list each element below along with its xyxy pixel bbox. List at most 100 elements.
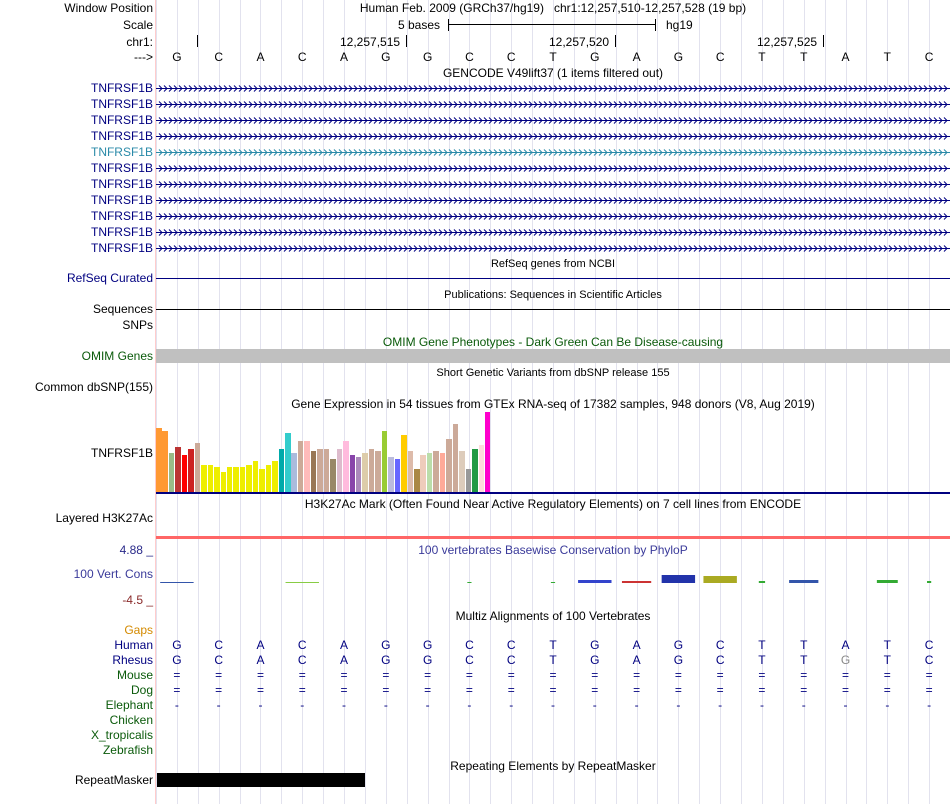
gtex-tissue-bar[interactable] <box>168 453 175 492</box>
gtex-tissue-bar[interactable] <box>484 412 491 492</box>
gtex-tissue-bar[interactable] <box>401 434 407 492</box>
gtex-tissue-bar[interactable] <box>246 465 252 492</box>
gencode-gene-label[interactable]: TNFRSF1B <box>90 113 153 127</box>
dbsnp-title[interactable]: Short Genetic Variants from dbSNP releas… <box>436 367 670 379</box>
gtex-tissue-bar[interactable] <box>297 440 304 492</box>
gtex-tissue-bar[interactable] <box>362 453 368 492</box>
phylop-label[interactable]: 100 Vert. Cons <box>73 567 153 581</box>
refseq-title[interactable]: RefSeq genes from NCBI <box>490 258 616 270</box>
gtex-tissue-bar[interactable] <box>394 459 401 492</box>
phylop-mark <box>578 580 612 583</box>
gencode-gene-label[interactable]: TNFRSF1B <box>90 81 153 95</box>
multiz-species-label[interactable]: Rhesus <box>112 653 153 667</box>
snps-label[interactable]: SNPs <box>122 318 153 332</box>
ruler[interactable]: 12,257,515 12,257,520 12,257,525 <box>156 33 950 49</box>
h3k27ac-signal[interactable] <box>156 536 950 539</box>
gencode-gene-label[interactable]: TNFRSF1B <box>90 129 153 143</box>
gtex-tissue-bar[interactable] <box>188 448 194 492</box>
multiz-species-label[interactable]: Zebrafish <box>102 743 153 757</box>
gtex-tissue-bar[interactable] <box>291 453 297 492</box>
gtex-tissue-bar[interactable] <box>381 430 388 492</box>
multiz-species-label[interactable]: Chicken <box>109 713 153 727</box>
gtex-tissue-bar[interactable] <box>323 448 330 492</box>
gtex-tissue-bar[interactable] <box>407 451 414 492</box>
multiz-species-label[interactable]: X_tropicalis <box>90 728 153 742</box>
gtex-tissue-bar[interactable] <box>472 448 478 492</box>
gencode-title[interactable]: GENCODE V49lift37 (1 items filtered out) <box>442 66 664 80</box>
gencode-gene-label[interactable]: TNFRSF1B <box>90 241 153 255</box>
gtex-tissue-bar[interactable] <box>272 461 278 492</box>
gtex-tissue-bar[interactable] <box>433 451 439 492</box>
gtex-tissue-bar[interactable] <box>175 446 181 492</box>
gtex-tissue-bar[interactable] <box>414 469 420 492</box>
gencode-gene-label[interactable]: TNFRSF1B <box>90 177 153 191</box>
multiz-species-label[interactable]: Dog <box>130 683 153 697</box>
dbsnp-label[interactable]: Common dbSNP(155) <box>34 380 153 394</box>
gtex-tissue-bar[interactable] <box>239 467 246 492</box>
omim-title[interactable]: OMIM Gene Phenotypes - Dark Green Can Be… <box>382 335 724 349</box>
gtex-tissue-bar[interactable] <box>259 469 265 492</box>
gtex-tissue-bar[interactable] <box>368 448 375 492</box>
gtex-tissue-bar[interactable] <box>304 440 310 492</box>
gtex-tissue-bar[interactable] <box>452 424 459 492</box>
gtex-tissue-bar[interactable] <box>478 444 484 492</box>
gtex-tissue-bar[interactable] <box>252 461 259 492</box>
phylop-logo[interactable] <box>156 556 950 606</box>
repeatmasker-block[interactable] <box>157 773 365 787</box>
gtex-tissue-bar[interactable] <box>336 448 343 492</box>
gtex-tissue-bar[interactable] <box>201 465 207 492</box>
gtex-label[interactable]: TNFRSF1B <box>90 446 153 460</box>
gencode-gene-label[interactable]: TNFRSF1B <box>90 225 153 239</box>
gtex-tissue-bar[interactable] <box>156 428 162 492</box>
repeatmasker-title[interactable]: Repeating Elements by RepeatMasker <box>450 759 656 773</box>
gencode-gene-label[interactable]: TNFRSF1B <box>90 161 153 175</box>
gaps-label[interactable]: Gaps <box>124 623 153 637</box>
multiz-title[interactable]: Multiz Alignments of 100 Vertebrates <box>455 609 651 623</box>
publications-label[interactable]: Sequences <box>92 302 153 316</box>
gtex-tissue-bar[interactable] <box>420 455 426 492</box>
gtex-tissue-bar[interactable] <box>265 465 272 492</box>
gtex-tissue-bar[interactable] <box>355 457 362 492</box>
multiz-species-label[interactable]: Human <box>114 638 153 652</box>
multiz-species-label[interactable]: Elephant <box>105 698 153 712</box>
gencode-gene-label[interactable]: TNFRSF1B <box>90 97 153 111</box>
position-text[interactable]: chr1:12,257,510-12,257,528 (19 bp) <box>553 1 747 15</box>
repeatmasker-label[interactable]: RepeatMasker <box>74 773 153 787</box>
h3k27ac-title[interactable]: H3K27Ac Mark (Often Found Near Active Re… <box>304 497 802 511</box>
gtex-tissue-bar[interactable] <box>349 455 355 492</box>
publications-title[interactable]: Publications: Sequences in Scientific Ar… <box>444 289 662 301</box>
gtex-chart[interactable] <box>156 410 950 494</box>
gtex-tissue-bar[interactable] <box>181 455 188 492</box>
phylop-title[interactable]: 100 vertebrates Basewise Conservation by… <box>418 543 688 557</box>
base-letter: G <box>422 50 433 64</box>
gtex-tissue-bar[interactable] <box>439 453 446 492</box>
gtex-tissue-bar[interactable] <box>162 430 168 492</box>
gtex-tissue-bar[interactable] <box>330 459 336 492</box>
gtex-tissue-bar[interactable] <box>310 451 317 492</box>
gtex-tissue-bar[interactable] <box>226 467 233 492</box>
gencode-gene-label[interactable]: TNFRSF1B <box>90 145 153 159</box>
gtex-tissue-bar[interactable] <box>214 467 220 492</box>
gtex-tissue-bar[interactable] <box>220 471 226 492</box>
gtex-tissue-bar[interactable] <box>233 467 239 492</box>
gtex-tissue-bar[interactable] <box>278 448 285 492</box>
gtex-tissue-bar[interactable] <box>446 438 452 492</box>
multiz-species-label[interactable]: Mouse <box>116 668 153 682</box>
h3k27ac-label[interactable]: Layered H3K27Ac <box>55 511 153 525</box>
gtex-tissue-bar[interactable] <box>426 453 433 492</box>
gtex-tissue-bar[interactable] <box>207 465 214 492</box>
gtex-tissue-bar[interactable] <box>459 451 465 492</box>
gtex-tissue-bar[interactable] <box>465 469 472 492</box>
omim-label[interactable]: OMIM Genes <box>81 349 153 363</box>
gtex-tissue-bar[interactable] <box>194 442 201 492</box>
gencode-gene-label[interactable]: TNFRSF1B <box>90 193 153 207</box>
gtex-tissue-bar[interactable] <box>375 451 381 492</box>
gencode-gene-label[interactable]: TNFRSF1B <box>90 209 153 223</box>
gtex-title[interactable]: Gene Expression in 54 tissues from GTEx … <box>291 397 815 411</box>
omim-bar[interactable] <box>156 349 950 363</box>
gtex-tissue-bar[interactable] <box>388 457 394 492</box>
refseq-label[interactable]: RefSeq Curated <box>66 271 153 285</box>
gtex-tissue-bar[interactable] <box>317 448 323 492</box>
gtex-tissue-bar[interactable] <box>285 432 291 492</box>
gtex-tissue-bar[interactable] <box>343 440 349 492</box>
